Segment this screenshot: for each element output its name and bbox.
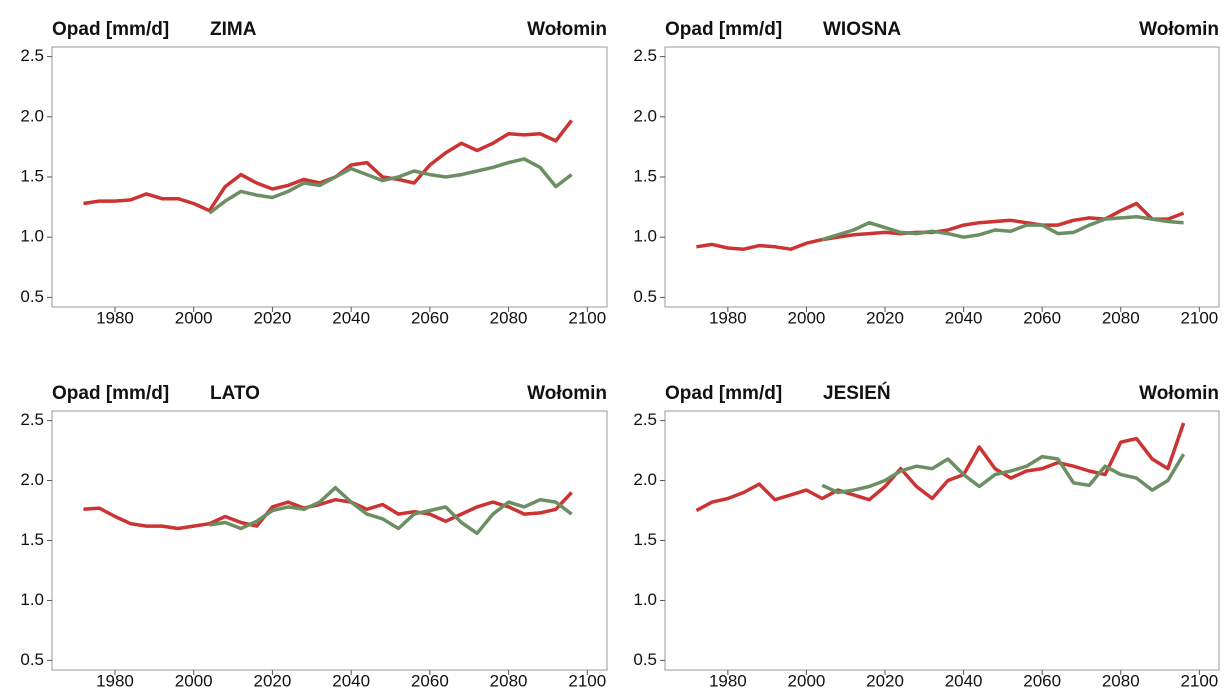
y-tick-label: 0.5 [633, 650, 657, 669]
y-tick-label: 1.0 [20, 227, 44, 246]
panel-title: Opad [mm/d] [665, 383, 782, 404]
x-tick-label: 2080 [1102, 308, 1140, 327]
y-tick-label: 1.5 [633, 166, 657, 185]
x-tick-label: 2100 [1180, 308, 1218, 327]
data-line [696, 201, 1185, 251]
panel-location: Wołomin [1139, 19, 1219, 40]
plot-frame [51, 46, 608, 308]
panel-title: Opad [mm/d] [52, 19, 169, 40]
y-tick-label: 0.5 [20, 650, 44, 669]
plot-frame [664, 410, 1220, 671]
x-tick-label: 2100 [1180, 671, 1218, 687]
data-line [821, 214, 1184, 242]
panel-subtitle: WIOSNA [823, 19, 901, 40]
panel-subtitle: JESIEŃ [823, 382, 891, 404]
x-tick-label: 2040 [945, 671, 983, 687]
y-tick-label: 1.5 [633, 530, 657, 549]
x-tick-label: 2060 [411, 308, 449, 327]
y-tick-label: 1.0 [633, 590, 657, 609]
x-tick-label: 2000 [788, 308, 826, 327]
panel-location: Wołomin [527, 383, 607, 404]
y-tick-label: 2.0 [633, 106, 657, 125]
x-tick-label: 2040 [332, 671, 370, 687]
x-tick-label: 2060 [411, 671, 449, 687]
y-tick-label: 2.5 [20, 410, 44, 429]
y-tick-label: 1.5 [20, 530, 44, 549]
data-line [695, 422, 1186, 513]
plot-frame [664, 46, 1220, 308]
x-tick-label: 1980 [96, 308, 134, 327]
x-tick-label: 2000 [175, 671, 213, 687]
y-tick-label: 2.5 [633, 46, 657, 65]
x-tick-label: 2020 [254, 308, 292, 327]
x-tick-label: 2040 [945, 308, 983, 327]
x-tick-label: 2040 [332, 308, 370, 327]
y-tick-label: 0.5 [633, 287, 657, 306]
data-line [83, 491, 573, 531]
y-tick-label: 2.0 [20, 470, 44, 489]
y-tick-label: 2.5 [633, 410, 657, 429]
panel-title: Opad [mm/d] [52, 383, 169, 404]
x-tick-label: 1980 [96, 671, 134, 687]
x-tick-label: 2080 [490, 671, 528, 687]
x-tick-label: 2100 [568, 671, 606, 687]
panel-title: Opad [mm/d] [665, 19, 782, 40]
y-tick-label: 1.0 [20, 590, 44, 609]
plot-frame [51, 410, 608, 671]
x-tick-label: 2000 [175, 308, 213, 327]
panel-subtitle: LATO [210, 383, 260, 404]
data-line [208, 157, 573, 215]
y-tick-label: 1.5 [20, 166, 44, 185]
panel-location: Wołomin [527, 19, 607, 40]
data-line [821, 453, 1186, 495]
x-tick-label: 1980 [709, 671, 747, 687]
x-tick-label: 2080 [1102, 671, 1140, 687]
y-tick-label: 1.0 [633, 227, 657, 246]
x-tick-label: 2100 [568, 308, 606, 327]
x-tick-label: 2020 [254, 671, 292, 687]
x-tick-label: 2060 [1023, 671, 1061, 687]
x-tick-label: 2020 [866, 671, 904, 687]
y-tick-label: 2.0 [20, 106, 44, 125]
data-line [209, 485, 573, 536]
panel-location: Wołomin [1139, 383, 1219, 404]
y-tick-label: 2.0 [633, 470, 657, 489]
x-tick-label: 2080 [490, 308, 528, 327]
y-tick-label: 2.5 [20, 46, 44, 65]
x-tick-label: 2060 [1023, 308, 1061, 327]
x-tick-label: 2020 [866, 308, 904, 327]
panel-subtitle: ZIMA [210, 19, 257, 40]
x-tick-label: 2000 [788, 671, 826, 687]
x-tick-label: 1980 [709, 308, 747, 327]
y-tick-label: 0.5 [20, 287, 44, 306]
